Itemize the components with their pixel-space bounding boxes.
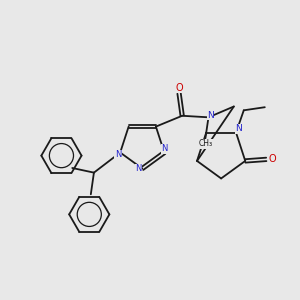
Text: N: N	[135, 164, 142, 173]
Text: N: N	[115, 150, 121, 159]
Text: N: N	[235, 124, 242, 134]
Text: O: O	[268, 154, 276, 164]
Text: N: N	[161, 144, 167, 153]
Text: N: N	[207, 111, 214, 120]
Text: CH₃: CH₃	[198, 140, 212, 148]
Text: O: O	[175, 83, 183, 93]
